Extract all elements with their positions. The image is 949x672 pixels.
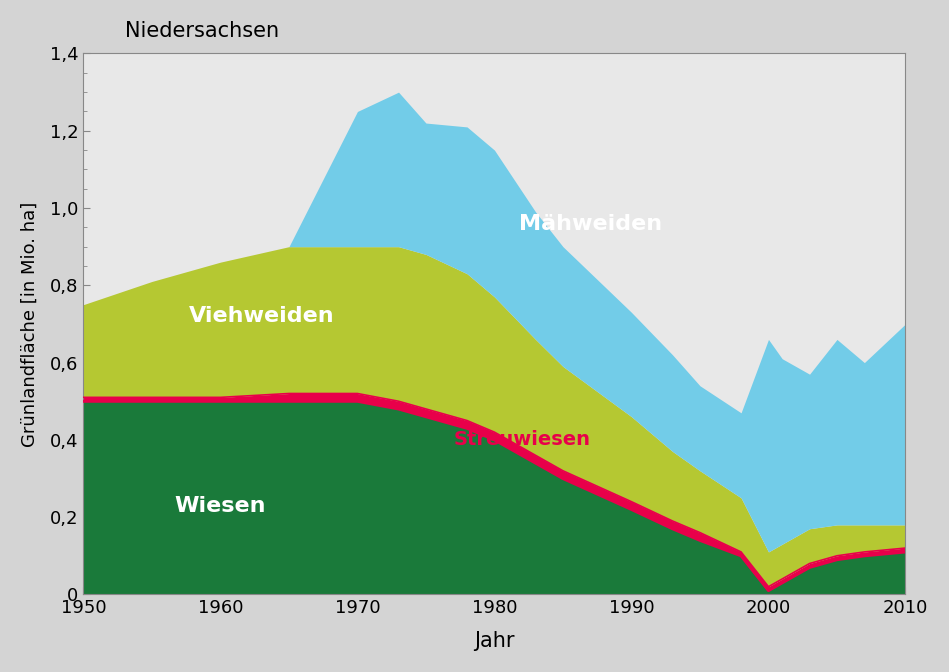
Text: Niedersachsen: Niedersachsen bbox=[124, 21, 279, 41]
Text: Mähweiden: Mähweiden bbox=[519, 214, 661, 233]
Text: Streuwiesen: Streuwiesen bbox=[454, 430, 590, 450]
Text: Wiesen: Wiesen bbox=[175, 495, 266, 515]
X-axis label: Jahr: Jahr bbox=[474, 631, 514, 651]
Text: Viehweiden: Viehweiden bbox=[189, 306, 334, 326]
Y-axis label: Grünlandfläche [in Mio. ha]: Grünlandfläche [in Mio. ha] bbox=[21, 202, 39, 447]
